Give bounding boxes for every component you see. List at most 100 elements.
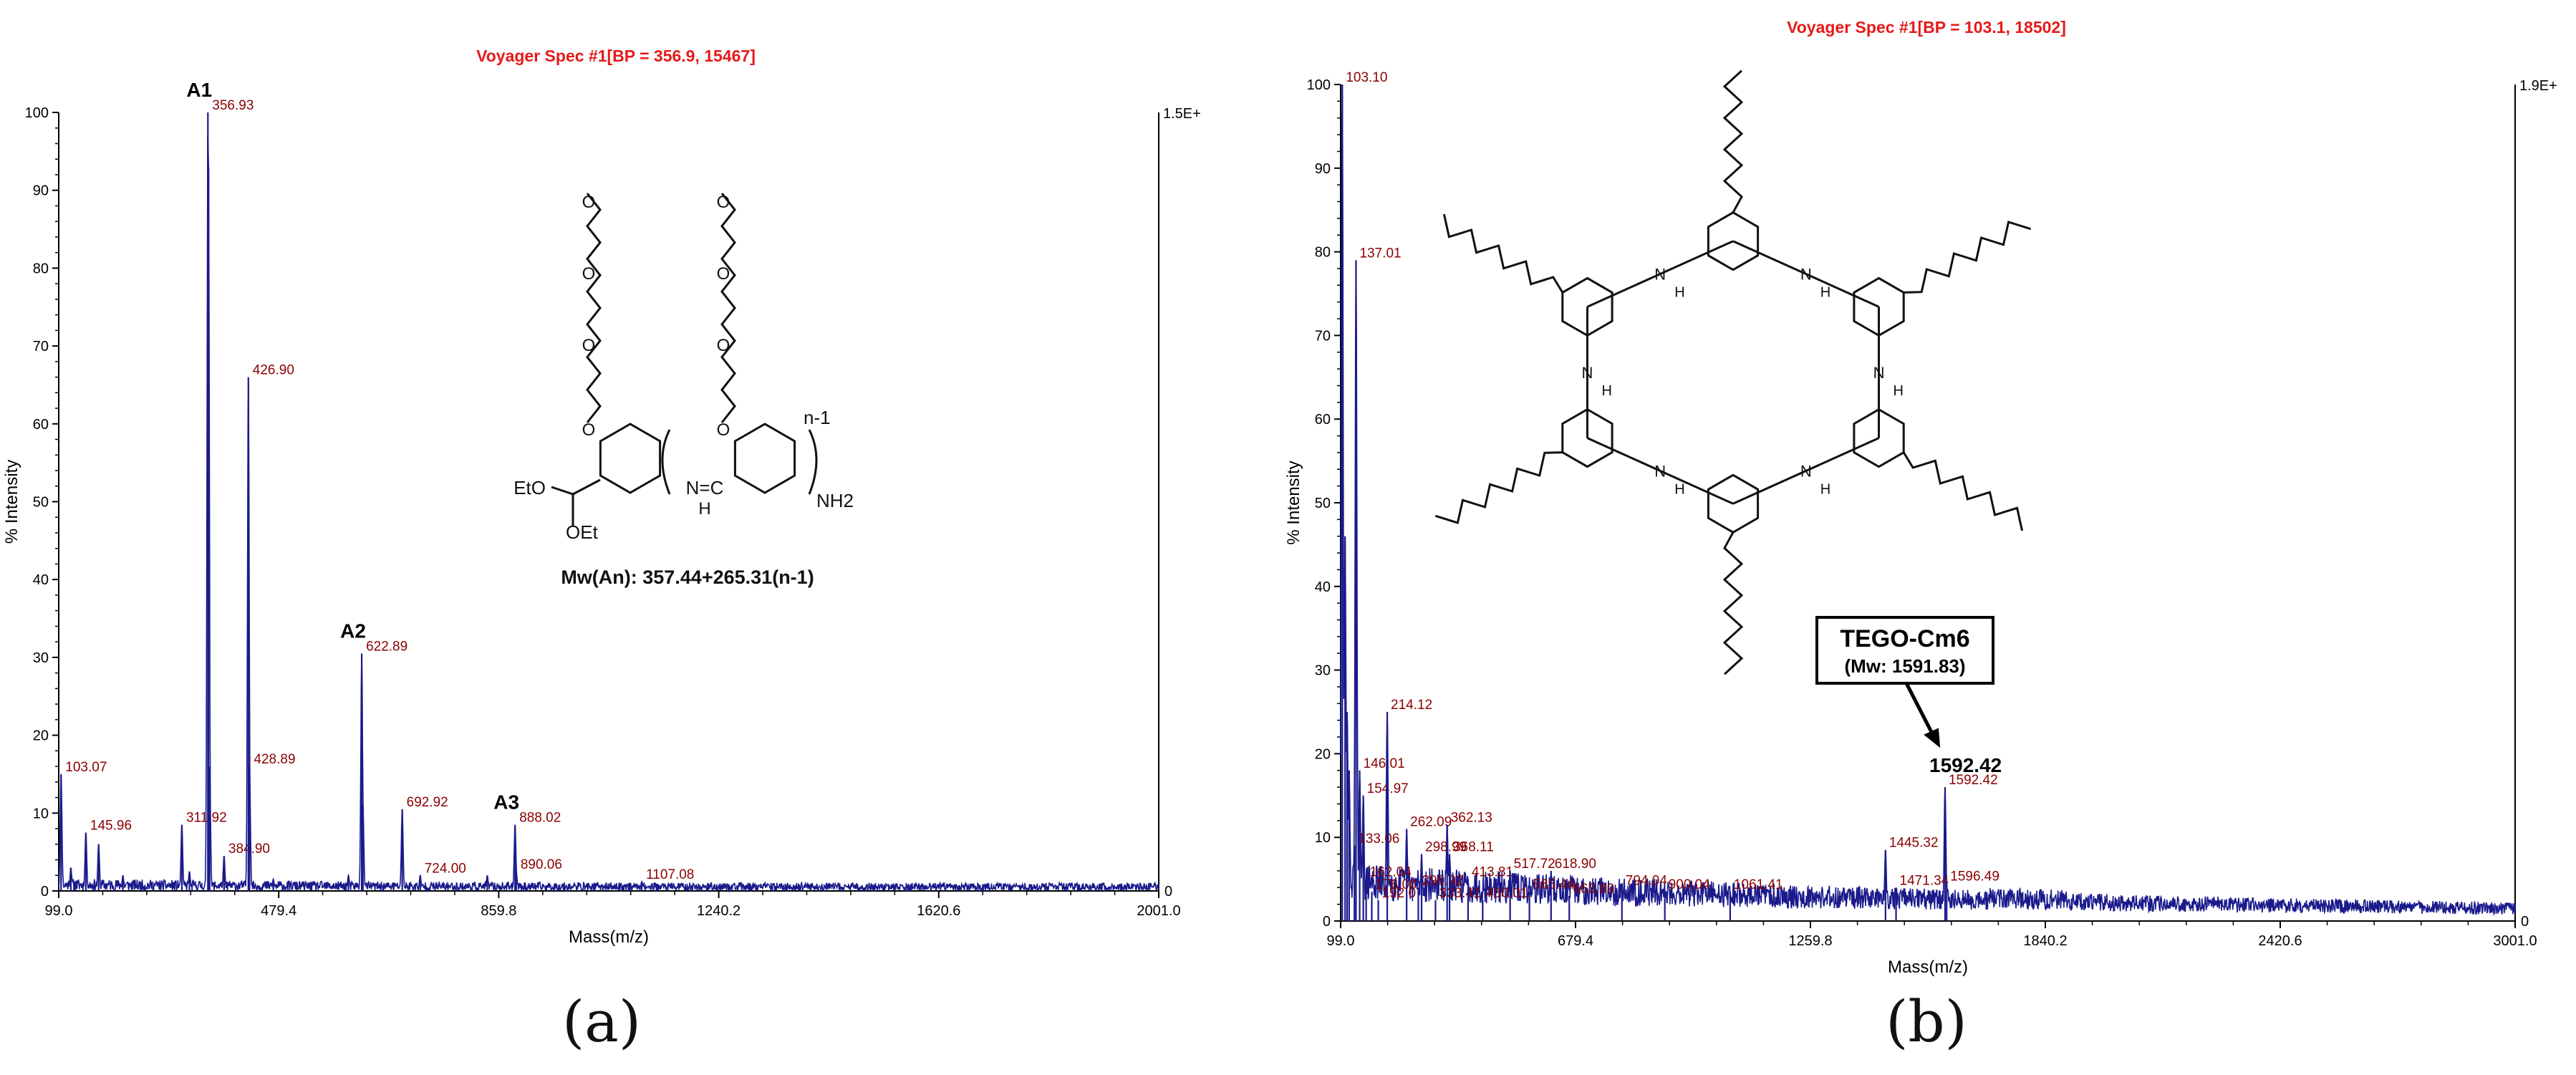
peg-chain	[720, 193, 736, 423]
structure-label: OEt	[566, 521, 599, 543]
right-axis-top-label: 1.5E+	[1163, 106, 1201, 122]
chart-title: Voyager Spec #1[BP = 103.1, 18502]	[1787, 18, 2066, 37]
hydrogen-atom: H	[1820, 481, 1830, 497]
peak-label: 622.89	[366, 639, 407, 654]
oxygen-atom: O	[717, 193, 730, 212]
structure-label: EtO	[513, 477, 546, 498]
tego-cm6-callout: TEGO-Cm6 (Mw: 1591.83) 1592.42	[1815, 616, 2002, 776]
x-tick-label: 99.0	[1327, 933, 1355, 949]
y-tick-label: 100	[1307, 77, 1331, 93]
y-tick-label: 0	[41, 884, 49, 900]
x-tick-label: 99.0	[45, 903, 73, 919]
peak-label: 663.89	[1573, 882, 1614, 897]
peak-label: 1445.32	[1889, 836, 1939, 851]
peak-label: 356.93	[212, 98, 254, 113]
peak-label: 311.92	[186, 811, 227, 826]
peak-label: 794.04	[1626, 873, 1668, 888]
peak-label: 1596.49	[1950, 869, 1999, 884]
benzene-ring	[733, 423, 796, 494]
peak-label: 1107.08	[646, 867, 694, 882]
imine-linkage	[1586, 437, 1734, 505]
chart-title: Voyager Spec #1[BP = 356.9, 15467]	[476, 47, 756, 65]
oxygen-atom: O	[582, 264, 596, 284]
callout-peak-label: 1592.42	[1929, 754, 2002, 776]
benzene-ring	[1561, 408, 1613, 468]
y-tick-label: 60	[33, 417, 49, 433]
panel-label-b: (b)	[1886, 988, 1967, 1055]
y-tick-label: 20	[1315, 746, 1331, 762]
callout-name: TEGO-Cm6	[1840, 625, 1969, 652]
y-tick-label: 50	[1315, 496, 1331, 511]
x-tick-label: 2420.6	[2258, 933, 2302, 949]
callout-arrowhead	[1924, 728, 1941, 748]
hydrogen-atom: H	[1601, 383, 1611, 399]
y-axis-label: % Intensity	[1284, 461, 1303, 544]
y-tick-label: 100	[25, 105, 49, 121]
hydrogen-atom: H	[1674, 481, 1684, 497]
y-tick-label: 10	[1315, 830, 1331, 846]
peak-label: 450.01	[1486, 886, 1528, 901]
right-axis-bottom-label: 0	[2521, 914, 2529, 930]
nitrogen-atom: N	[1654, 266, 1666, 284]
y-tick-label: 30	[33, 650, 49, 666]
peak-label: 145.96	[90, 818, 132, 833]
imine-linkage	[1586, 240, 1734, 308]
peg-chain	[586, 193, 602, 423]
y-tick-label: 50	[33, 495, 49, 511]
right-axis-bottom-label: 0	[1164, 884, 1172, 900]
peak-label: 103.07	[65, 760, 107, 775]
peak-label: 362.13	[1451, 811, 1492, 826]
y-tick-label: 10	[33, 806, 49, 821]
y-tick-label: 90	[1315, 161, 1331, 177]
y-tick-label: 80	[1315, 245, 1331, 261]
peak-label: 618.90	[1555, 857, 1596, 872]
structure-label: N=C	[686, 477, 724, 498]
y-tick-label: 40	[33, 572, 49, 588]
bracket-right	[808, 429, 818, 495]
hydrogen-atom: H	[1674, 285, 1684, 301]
peak-label: 298.99	[1425, 840, 1467, 855]
x-axis-label: Mass(m/z)	[1888, 958, 1968, 977]
x-tick-label: 479.4	[261, 903, 296, 919]
peak-label: 262.09	[1410, 815, 1452, 830]
peg-chain	[1722, 531, 1744, 675]
callout-arrow	[1904, 682, 1936, 738]
bracket-left	[661, 429, 671, 495]
peak-label: 565.44	[1533, 877, 1576, 892]
peak-label: 146.01	[1364, 756, 1405, 771]
peak-annotation: A1	[186, 79, 212, 101]
imine-linkage	[1732, 437, 1880, 505]
oxygen-atom: O	[717, 264, 730, 284]
y-tick-label: 90	[33, 183, 49, 199]
peak-label: 1471.34	[1900, 873, 1949, 888]
chemical-structure-b	[1434, 69, 2032, 675]
y-tick-label: 40	[1315, 579, 1331, 595]
peg-chain	[1722, 69, 1744, 213]
hydrogen-atom: H	[1894, 383, 1904, 399]
y-tick-label: 20	[33, 728, 49, 744]
y-tick-label: 70	[1315, 328, 1331, 344]
peak-label: 692.92	[407, 795, 448, 810]
molecular-weight-formula: Mw(An): 357.44+265.31(n-1)	[561, 567, 814, 588]
panel-label-a: (a)	[561, 988, 642, 1055]
x-tick-label: 3001.0	[2493, 933, 2537, 949]
peak-label: 368.11	[1453, 840, 1494, 855]
structure-label: H	[698, 499, 710, 519]
spectrum-panel-b: Voyager Spec #1[BP = 103.1, 18502] 0 10 20 3…	[1284, 18, 2557, 977]
x-tick-label: 1840.2	[2023, 933, 2067, 949]
x-axis-label: Mass(m/z)	[569, 927, 649, 947]
y-tick-label: 0	[1323, 914, 1331, 930]
oxygen-atom: O	[582, 193, 596, 212]
peak-annotation: A3	[493, 791, 519, 814]
peak-label: 426.90	[253, 363, 294, 378]
y-tick-label: 80	[33, 261, 49, 276]
peak-label: 290.92	[1422, 873, 1463, 888]
peak-label: 214.12	[1391, 698, 1432, 713]
nitrogen-atom: N	[1800, 266, 1812, 284]
peg-chain	[1902, 451, 2024, 531]
spectrum-panel-a: Voyager Spec #1[BP = 356.9, 15467] 0 10 20 3…	[2, 47, 1201, 947]
imine-linkage	[1732, 240, 1880, 308]
y-tick-label: 60	[1315, 412, 1331, 428]
